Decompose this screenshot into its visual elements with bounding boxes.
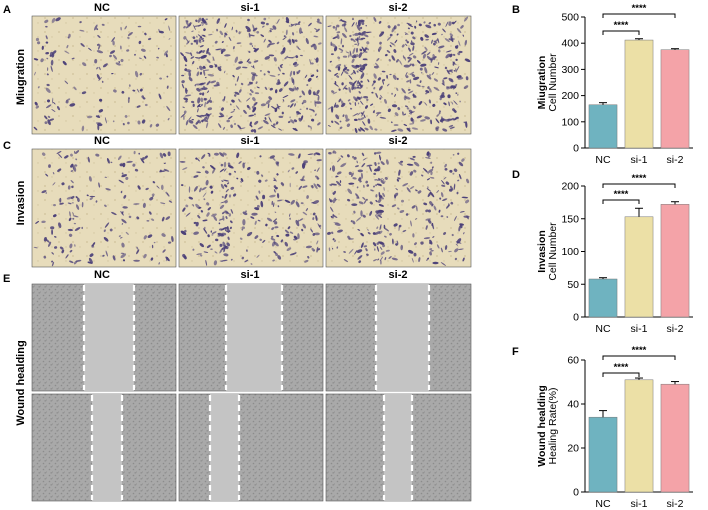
significance-bracket <box>602 372 640 377</box>
bar-si-2 <box>660 49 690 149</box>
row-label-migration: Miugration <box>15 49 27 105</box>
y-tick-label: 0 <box>573 487 579 499</box>
y-tick-label: 20 <box>567 443 579 455</box>
chart-panel-f: 0 20 40 60 NC si-1 si-2 ******** Wound healding H… <box>536 345 693 510</box>
wound-image-grid <box>31 283 472 502</box>
bar-si-1 <box>624 379 654 493</box>
significance-bracket <box>602 355 676 360</box>
y-tick-label: 50 <box>567 279 579 291</box>
significance-label: **** <box>632 345 647 356</box>
panel-letter-d: D <box>512 169 520 181</box>
bar-si-1 <box>624 216 654 318</box>
y-axis-label: Cell Number <box>547 222 559 281</box>
bar-nc <box>588 416 618 493</box>
y-tick-label: 500 <box>561 12 579 24</box>
x-tick-label: NC <box>595 323 611 335</box>
invasion-image-row <box>31 148 472 268</box>
micrograph-migration-nc <box>31 15 177 135</box>
micrograph-migration-si2 <box>325 15 472 135</box>
y-tick-label: 100 <box>561 246 579 258</box>
bar-nc <box>588 104 618 149</box>
x-tick-label: NC <box>595 498 611 510</box>
x-tick-label: si-1 <box>631 154 648 166</box>
col-header-si1-e: si-1 <box>241 269 260 281</box>
y-tick-label: 0 <box>573 312 579 324</box>
bar-si-2 <box>660 204 690 318</box>
y-tick-label: 200 <box>561 181 579 193</box>
col-header-si1-a: si-1 <box>241 2 260 14</box>
col-header-nc-a: NC <box>94 2 110 14</box>
significance-bracket <box>602 13 676 18</box>
y-axis-group-label: Miugration <box>536 56 548 110</box>
y-tick-label: 200 <box>561 90 579 102</box>
panel-letter-c: C <box>3 140 11 152</box>
panel-letter-e: E <box>3 273 10 285</box>
significance-label: **** <box>614 20 629 31</box>
col-header-nc-c: NC <box>94 135 110 147</box>
significance-bracket <box>602 199 640 204</box>
col-header-si2-c: si-2 <box>389 135 408 147</box>
y-tick-label: 150 <box>561 213 579 225</box>
micrograph-invasion-nc <box>31 148 177 268</box>
col-header-si1-c: si-1 <box>241 135 260 147</box>
y-tick-label: 100 <box>561 116 579 128</box>
row-label-invasion: Invasion <box>15 180 27 225</box>
y-axis-group-label: Invasion <box>536 230 548 273</box>
col-header-nc-e: NC <box>94 269 110 281</box>
x-tick-label: si-1 <box>631 498 648 510</box>
col-header-si2-e: si-2 <box>389 269 408 281</box>
significance-label: **** <box>632 3 647 14</box>
y-tick-label: 0 <box>573 143 579 155</box>
panel-letter-b: B <box>512 4 520 16</box>
migration-image-row <box>31 15 472 135</box>
significance-bracket <box>602 30 640 35</box>
y-tick-label: 40 <box>567 399 579 411</box>
significance-label: **** <box>632 173 647 184</box>
row-label-wound: Wound healding <box>15 340 27 425</box>
y-tick-label: 60 <box>567 355 579 367</box>
significance-bracket <box>602 183 676 188</box>
chart-panel-d: 0 50 100 150 200 NC si-1 si-2 ******** Invasion Ce… <box>536 173 693 335</box>
micrograph-invasion-si1 <box>178 148 324 268</box>
x-tick-label: si-2 <box>667 323 684 335</box>
bar-si-2 <box>660 383 690 493</box>
y-tick-label: 400 <box>561 38 579 50</box>
bar-si-1 <box>624 39 654 149</box>
significance-label: **** <box>614 189 629 200</box>
y-tick-label: 300 <box>561 64 579 76</box>
bar-nc <box>588 278 618 318</box>
significance-label: **** <box>614 362 629 373</box>
x-tick-label: si-2 <box>667 498 684 510</box>
panel-letter-a: A <box>3 4 11 16</box>
x-tick-label: si-2 <box>667 154 684 166</box>
y-axis-label: Healing Rate(%) <box>547 387 559 464</box>
chart-panel-b: 0 100 200 300 400 500 NC si-1 si-2 ******** Miugra… <box>536 3 693 166</box>
x-tick-label: NC <box>595 154 611 166</box>
x-tick-label: si-1 <box>631 323 648 335</box>
col-header-si2-a: si-2 <box>389 2 408 14</box>
panel-letter-f: F <box>512 346 519 358</box>
y-axis-group-label: Wound healding <box>536 385 548 466</box>
y-axis-label: Cell Number <box>547 53 559 112</box>
